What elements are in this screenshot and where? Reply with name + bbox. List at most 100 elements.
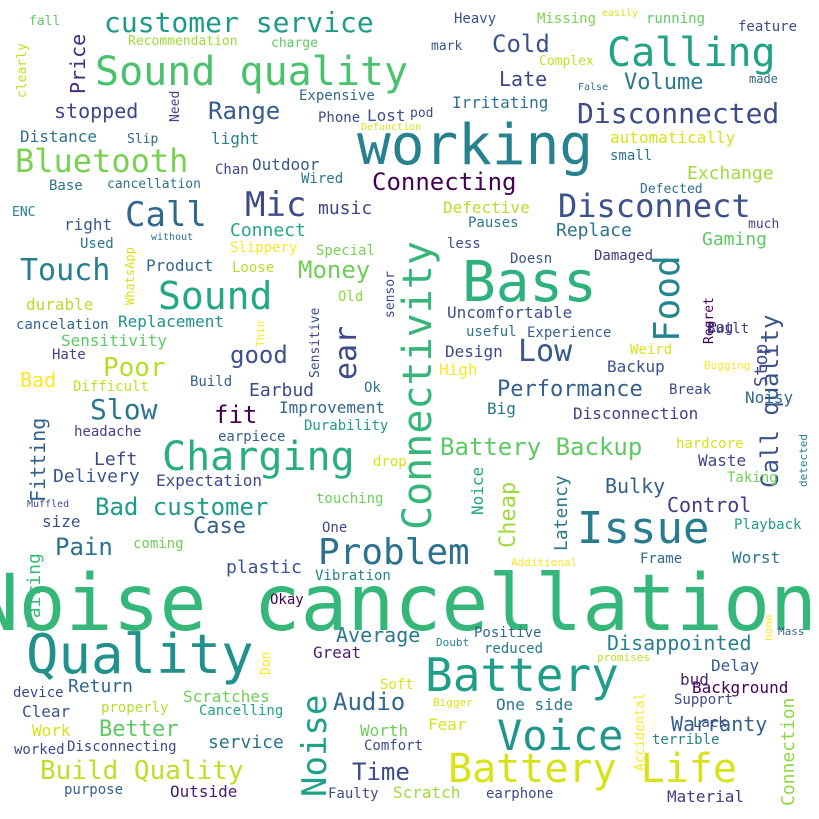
cloud-word: Noise cancellation (0, 559, 817, 649)
cloud-word: made (749, 72, 778, 86)
cloud-word: small (610, 148, 653, 164)
cloud-word: Earbud (249, 380, 315, 401)
cloud-word: Phone (318, 110, 361, 126)
cloud-word: Soft (380, 677, 414, 693)
cloud-word: detected (797, 434, 810, 487)
cloud-word: Voice (497, 711, 624, 760)
cloud-word: easily (602, 8, 639, 19)
cloud-word: Outside (170, 782, 238, 801)
cloud-word: Sensitivity (61, 331, 167, 350)
cloud-word: False (578, 82, 609, 93)
cloud-word: Control (667, 493, 752, 517)
cloud-word: none (762, 614, 775, 642)
cloud-word: Gaming (702, 229, 768, 250)
cloud-word: Latency (551, 475, 572, 551)
cloud-word: WhatsApp (123, 247, 137, 305)
cloud-word: Wired (301, 171, 344, 187)
cloud-word: Sound (158, 274, 273, 318)
cloud-word: Expensive (299, 88, 375, 104)
cloud-word: Noisy (745, 388, 794, 407)
cloud-word: Don (259, 651, 274, 675)
cloud-word: Bass (462, 250, 597, 315)
cloud-word: Exchange (687, 163, 774, 184)
cloud-word: Difficult (73, 379, 149, 395)
cloud-word: Sound quality (95, 49, 409, 95)
cloud-word: light (211, 129, 260, 148)
cloud-word: Noice (468, 466, 487, 515)
cloud-word: terrible (652, 732, 720, 748)
cloud-word: Lost (367, 106, 406, 125)
cloud-word: Problem (318, 532, 470, 573)
cloud-word: Slip (127, 132, 159, 147)
cloud-word: charge (271, 36, 318, 51)
cloud-word: Pain (55, 533, 113, 561)
cloud-word: Fear (428, 715, 467, 734)
cloud-word: worked (14, 742, 65, 758)
cloud-word: Replacement (118, 312, 224, 331)
cloud-word: Performance (497, 377, 643, 402)
cloud-word: High (439, 360, 478, 379)
cloud-word: Mass (778, 625, 805, 638)
cloud-word: Average (336, 623, 421, 647)
cloud-word: Build Quality (40, 756, 244, 786)
cloud-word: automatically (610, 128, 736, 147)
cloud-word: working (357, 113, 594, 178)
cloud-word: Vibration (315, 568, 391, 584)
cloud-word: Frame (640, 551, 683, 567)
cloud-word: Built (707, 321, 750, 337)
cloud-word: Late (499, 67, 548, 91)
cloud-word: Heavy (454, 11, 497, 27)
cloud-word: Outdoor (252, 155, 320, 174)
cloud-word: size (42, 512, 81, 531)
cloud-word: durable (26, 295, 94, 314)
cloud-word: Battery Life (448, 746, 737, 792)
cloud-word: Replace (556, 220, 632, 241)
cloud-word: Range (208, 97, 281, 125)
cloud-word: device (13, 685, 64, 701)
cloud-word: Slow (90, 393, 158, 426)
cloud-word: Low (518, 334, 573, 369)
cloud-word: Special (316, 243, 376, 259)
cloud-word: right (64, 215, 113, 234)
cloud-word: Doubt (436, 636, 470, 649)
cloud-word: bud (680, 670, 709, 689)
cloud-word: Comfort (364, 738, 424, 754)
cloud-word: One side (496, 695, 574, 714)
cloud-word: cancellation (107, 177, 201, 192)
cloud-word: Experience (527, 325, 612, 341)
cloud-word: Loose (232, 260, 275, 276)
cloud-word: Call (125, 195, 207, 235)
cloud-word: pod (410, 106, 434, 121)
cloud-word: Connect (230, 220, 306, 241)
cloud-word: Fitting (26, 417, 50, 502)
cloud-word: clearly (15, 43, 30, 98)
cloud-word: Food (647, 255, 688, 342)
cloud-word: Delivery (53, 466, 140, 487)
cloud-word: Pauses (468, 215, 519, 231)
cloud-word: Bad (20, 368, 57, 392)
cloud-word: Lack (693, 715, 727, 731)
cloud-word: Weird (630, 342, 673, 358)
cloud-word: Positive (474, 625, 542, 641)
cloud-word: Stop (751, 343, 772, 387)
cloud-word: customer service (104, 6, 374, 39)
cloud-word: Additional (511, 556, 578, 569)
cloud-word: Connection (778, 697, 799, 806)
cloud-word: Great (313, 643, 362, 662)
cloud-word: hardcore (676, 436, 744, 452)
cloud-word: Okay (270, 592, 304, 608)
cloud-word: Bugging (704, 359, 751, 372)
cloud-word: coming (133, 536, 184, 552)
cloud-word: ENC (12, 205, 36, 220)
cloud-word: Defunction (361, 122, 422, 133)
cloud-word: Battery (425, 648, 619, 702)
cloud-word: Taking (727, 470, 778, 486)
cloud-word: plastic (226, 557, 302, 578)
cloud-word: Hate (52, 347, 86, 363)
cloud-word: Audio (333, 688, 406, 716)
cloud-word: Distance (20, 127, 98, 146)
cloud-word: Price (66, 33, 90, 94)
cloud-word: Connecting (372, 168, 517, 196)
cloud-word: Chan (215, 162, 249, 178)
